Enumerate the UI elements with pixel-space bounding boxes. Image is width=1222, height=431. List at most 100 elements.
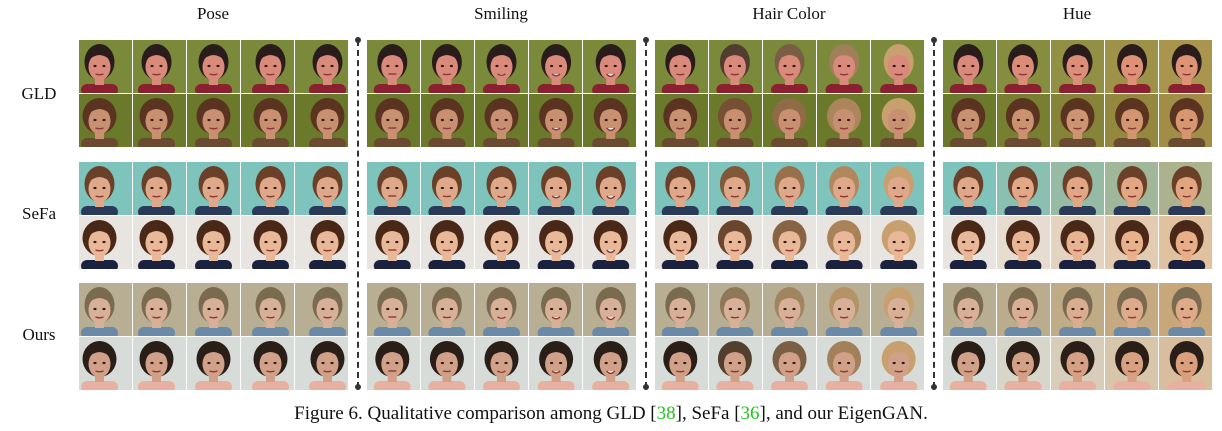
- face-image: [367, 337, 420, 390]
- face-image: [241, 216, 294, 269]
- face-image: [997, 283, 1050, 336]
- face-image: [295, 162, 348, 215]
- face-image: [763, 40, 816, 93]
- image-block: [655, 40, 924, 147]
- face-image: [79, 216, 132, 269]
- face-image: [529, 283, 582, 336]
- face-image: [421, 162, 474, 215]
- separator-line: [357, 40, 359, 388]
- face-image: [763, 162, 816, 215]
- face-image: [133, 162, 186, 215]
- face-image: [475, 40, 528, 93]
- face-image: [871, 162, 924, 215]
- face-image: [241, 40, 294, 93]
- face-image: [943, 94, 996, 147]
- face-image: [421, 94, 474, 147]
- face-image: [295, 40, 348, 93]
- face-image: [763, 283, 816, 336]
- figure-caption: Figure 6. Qualitative comparison among G…: [0, 403, 1222, 425]
- face-image: [871, 283, 924, 336]
- separator-line: [933, 40, 935, 388]
- face-image: [241, 337, 294, 390]
- column-title-pose: Pose: [196, 4, 230, 23]
- column-title-smiling: Smiling: [474, 4, 528, 23]
- image-block: [943, 162, 1212, 269]
- image-block: [943, 283, 1212, 390]
- face-image: [709, 337, 762, 390]
- face-image: [943, 337, 996, 390]
- face-image: [1105, 40, 1158, 93]
- face-image: [187, 40, 240, 93]
- face-image: [241, 94, 294, 147]
- face-image: [367, 216, 420, 269]
- face-image: [295, 337, 348, 390]
- face-image: [133, 337, 186, 390]
- face-image: [655, 216, 708, 269]
- face-image: [133, 94, 186, 147]
- face-image: [709, 40, 762, 93]
- face-image: [871, 216, 924, 269]
- face-image: [475, 94, 528, 147]
- face-image: [1051, 94, 1104, 147]
- face-image: [421, 216, 474, 269]
- citation-gld[interactable]: 38: [656, 403, 676, 424]
- face-image: [997, 40, 1050, 93]
- image-block: [367, 40, 636, 147]
- face-image: [997, 94, 1050, 147]
- face-image: [655, 94, 708, 147]
- face-image: [133, 216, 186, 269]
- face-image: [1051, 283, 1104, 336]
- face-image: [709, 283, 762, 336]
- image-block: [655, 283, 924, 390]
- face-image: [475, 162, 528, 215]
- face-image: [871, 40, 924, 93]
- face-image: [187, 162, 240, 215]
- face-image: [475, 216, 528, 269]
- face-image: [187, 216, 240, 269]
- face-image: [187, 283, 240, 336]
- image-block: [367, 283, 636, 390]
- face-image: [295, 216, 348, 269]
- face-image: [133, 40, 186, 93]
- face-image: [367, 283, 420, 336]
- image-block: [367, 162, 636, 269]
- face-image: [529, 40, 582, 93]
- column-title-hair-color: Hair Color: [752, 4, 826, 23]
- face-image: [529, 216, 582, 269]
- face-image: [997, 216, 1050, 269]
- face-image: [1105, 216, 1158, 269]
- separator-line: [645, 40, 647, 388]
- face-image: [997, 162, 1050, 215]
- face-image: [655, 40, 708, 93]
- face-image: [943, 216, 996, 269]
- face-image: [583, 162, 636, 215]
- face-image: [79, 94, 132, 147]
- face-image: [241, 283, 294, 336]
- face-image: [187, 94, 240, 147]
- separator-dot: [643, 37, 649, 43]
- face-image: [871, 94, 924, 147]
- face-image: [79, 162, 132, 215]
- face-image: [529, 337, 582, 390]
- face-image: [583, 283, 636, 336]
- face-image: [367, 94, 420, 147]
- face-image: [817, 283, 870, 336]
- face-image: [421, 40, 474, 93]
- caption-mid: ], SeFa [: [675, 403, 741, 424]
- face-image: [295, 283, 348, 336]
- face-image: [1159, 337, 1212, 390]
- face-image: [475, 337, 528, 390]
- face-image: [709, 94, 762, 147]
- face-image: [1159, 94, 1212, 147]
- face-image: [367, 162, 420, 215]
- face-image: [943, 40, 996, 93]
- face-image: [709, 162, 762, 215]
- face-image: [871, 337, 924, 390]
- image-block: [943, 40, 1212, 147]
- citation-sefa[interactable]: 36: [740, 403, 760, 424]
- image-block: [79, 162, 348, 269]
- face-image: [709, 216, 762, 269]
- face-image: [817, 94, 870, 147]
- face-image: [655, 283, 708, 336]
- face-image: [1159, 40, 1212, 93]
